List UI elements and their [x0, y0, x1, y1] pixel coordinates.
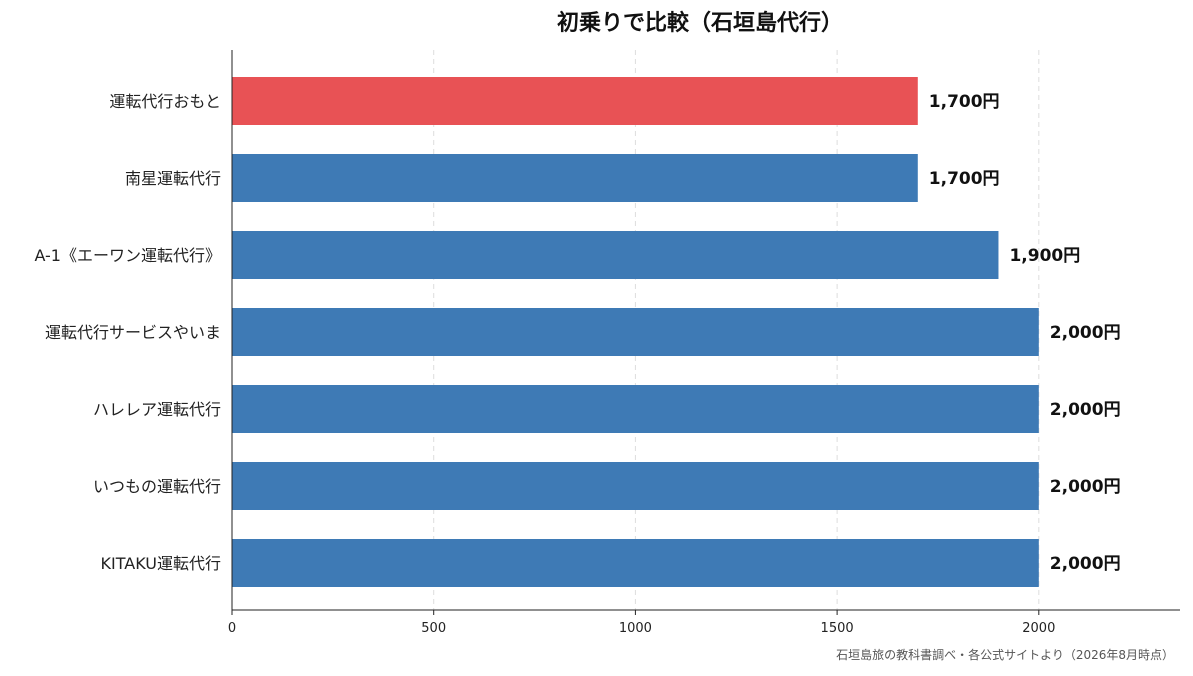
- x-tick-label: 1500: [821, 621, 854, 636]
- value-label: 1,900円: [1009, 246, 1080, 266]
- x-tick-label: 2000: [1022, 621, 1055, 636]
- source-note: 石垣島旅の教科書調べ・各公式サイトより（2026年8月時点）: [836, 647, 1174, 662]
- bar: [232, 154, 918, 202]
- value-label: 2,000円: [1050, 400, 1121, 420]
- chart-title: 初乗りで比較（石垣島代行）: [557, 10, 843, 36]
- x-tick-label: 500: [421, 621, 446, 636]
- value-label: 1,700円: [929, 169, 1000, 189]
- category-label: 南星運転代行: [125, 169, 221, 188]
- x-ticks: 0 500 1000 1500 2000: [228, 610, 1055, 636]
- bar: [232, 385, 1039, 433]
- category-label: 運転代行おもと: [109, 92, 221, 111]
- bar: [232, 77, 918, 125]
- bars: [232, 77, 1039, 587]
- bar: [232, 462, 1039, 510]
- value-labels: 1,700円 1,700円 1,900円 2,000円 2,000円 2,000円 2,00…: [929, 92, 1121, 574]
- x-tick-label: 0: [228, 621, 236, 636]
- category-label: A-1《エーワン運転代行》: [34, 246, 221, 265]
- category-label: 運転代行サービスやいま: [45, 323, 221, 342]
- value-label: 2,000円: [1050, 323, 1121, 343]
- category-label: ハレレア運転代行: [93, 400, 221, 419]
- bar: [232, 231, 999, 279]
- category-label: KITAKU運転代行: [101, 554, 221, 573]
- category-label: いつもの運転代行: [93, 477, 221, 496]
- axes: [231, 50, 1180, 611]
- value-label: 1,700円: [929, 92, 1000, 112]
- x-tick-label: 1000: [619, 621, 652, 636]
- value-label: 2,000円: [1050, 477, 1121, 497]
- bar: [232, 308, 1039, 356]
- bar: [232, 539, 1039, 587]
- value-label: 2,000円: [1050, 554, 1121, 574]
